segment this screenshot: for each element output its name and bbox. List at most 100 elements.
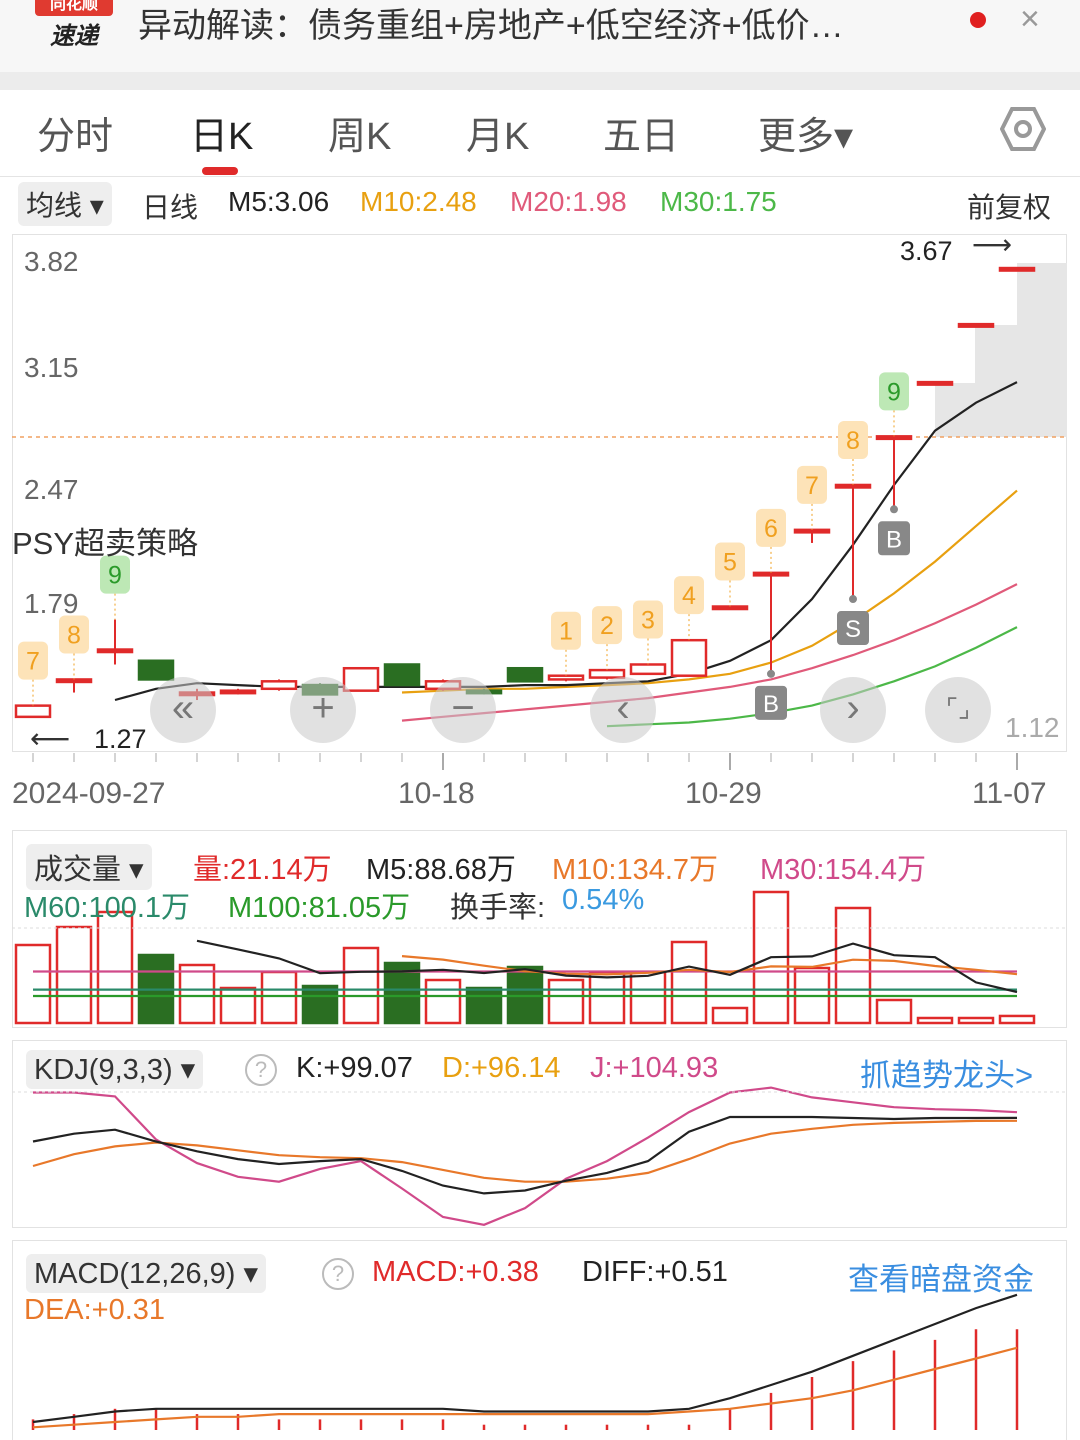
volume-bar xyxy=(96,910,134,1025)
ma5-value: M5:3.06 xyxy=(228,186,330,217)
td-sequence-badge xyxy=(592,606,622,645)
ma30-line xyxy=(606,626,1018,728)
tab-weekly-k[interactable]: 周K xyxy=(328,116,392,158)
buy-signal-badge xyxy=(755,685,787,720)
volume-bar xyxy=(875,998,913,1025)
diff-line xyxy=(32,1293,1018,1424)
dark-pool-link[interactable]: 查看暗盘资金 xyxy=(848,1262,1034,1297)
candle xyxy=(260,680,298,691)
volume-bar xyxy=(629,970,667,1025)
td-sequence-number: 1 xyxy=(559,618,573,646)
kdj-d-line xyxy=(32,1119,1018,1183)
volume-bar xyxy=(711,1006,749,1025)
kdj-j-line xyxy=(33,1086,1018,1226)
volume-bar xyxy=(916,1016,954,1025)
volume-bar xyxy=(424,978,462,1025)
macd-selector[interactable]: MACD(12,26,9) ▾ xyxy=(26,1254,267,1293)
candle xyxy=(957,322,995,328)
scroll-left-button[interactable]: ‹ xyxy=(590,677,656,743)
ma20-line xyxy=(401,583,1018,722)
td-sequence-number: 2 xyxy=(600,612,614,640)
help-icon[interactable]: ? xyxy=(322,1258,354,1290)
vol-m5-line xyxy=(196,939,1018,994)
tab-daily-k[interactable]: 日K xyxy=(190,116,254,158)
volume-bar xyxy=(834,906,872,1025)
volume-bar xyxy=(342,946,380,1025)
td-sequence-number: 6 xyxy=(764,515,778,543)
active-tab-indicator xyxy=(202,167,238,175)
vol-m10: M10:134.7万 xyxy=(552,854,719,886)
scroll-right-button[interactable]: › xyxy=(820,677,886,743)
volume-bar xyxy=(465,986,503,1025)
candle xyxy=(998,266,1036,272)
dea-value: DEA:+0.31 xyxy=(24,1294,166,1326)
settings-icon[interactable] xyxy=(999,106,1047,157)
td-sequence-badge xyxy=(100,555,130,594)
zoom-in-button[interactable]: + xyxy=(290,677,356,743)
signal-dot xyxy=(767,669,775,678)
trend-leader-link[interactable]: 抓趋势龙头> xyxy=(860,1058,1034,1093)
candle xyxy=(55,678,93,684)
tab-fenshi[interactable]: 分时 xyxy=(37,116,114,158)
ma-selector[interactable]: 均线 ▾ xyxy=(18,182,112,226)
period-label: 日线 xyxy=(142,192,199,223)
vol-m5: M5:88.68万 xyxy=(366,854,516,886)
volume-panel[interactable] xyxy=(12,830,1067,1028)
volume-bar xyxy=(998,1014,1036,1025)
signal-dot xyxy=(849,595,857,604)
dea-line xyxy=(32,1346,1018,1429)
volume-bar xyxy=(957,1016,995,1025)
td-sequence-number: 5 xyxy=(723,549,737,577)
td-sequence-badge xyxy=(18,641,48,680)
td-sequence-badge xyxy=(797,465,827,504)
volume-selector[interactable]: 成交量 ▾ xyxy=(26,844,152,890)
volume-value: 量:21.14万 xyxy=(193,854,332,886)
macd-panel[interactable] xyxy=(12,1240,1067,1440)
kdj-k-line xyxy=(32,1115,1018,1195)
y-label: 3.15 xyxy=(24,352,79,383)
strategy-label[interactable]: PSY超卖策略 xyxy=(12,526,199,561)
kdj-selector[interactable]: KDJ(9,3,3) ▾ xyxy=(26,1050,204,1089)
kdj-panel[interactable] xyxy=(12,1040,1067,1228)
td-sequence-badge xyxy=(756,508,786,547)
sell-signal-badge xyxy=(837,611,869,646)
turnover-value: 0.54% xyxy=(562,884,645,916)
price-chart-panel[interactable] xyxy=(12,234,1067,752)
date-label: 11-07 xyxy=(972,777,1047,810)
arrow-left-icon: ⟵ xyxy=(30,723,71,754)
help-icon[interactable]: ? xyxy=(245,1054,277,1086)
kdj-k: K:+99.07 xyxy=(296,1052,413,1084)
ma10-value: M10:2.48 xyxy=(360,186,477,217)
ma20-value: M20:1.98 xyxy=(510,186,627,217)
scroll-to-start-button[interactable]: « xyxy=(150,677,216,743)
volume-bar xyxy=(383,961,421,1025)
tab-more[interactable]: 更多▾ xyxy=(758,116,854,158)
td-sequence-number: 9 xyxy=(887,378,901,406)
td-sequence-badge xyxy=(838,420,868,459)
candle xyxy=(875,435,913,441)
candle xyxy=(342,666,380,692)
app-logo: 同花顺 速递 xyxy=(35,0,113,56)
fullscreen-button[interactable]: ⌜⌟ xyxy=(925,677,991,743)
td-sequence-badge xyxy=(674,576,704,615)
unread-dot-icon xyxy=(970,12,986,28)
tab-monthly-k[interactable]: 月K xyxy=(466,116,530,158)
ma10-line xyxy=(401,489,1018,694)
candle xyxy=(96,648,134,654)
tab-five-day[interactable]: 五日 xyxy=(603,116,680,158)
close-button[interactable]: × xyxy=(1020,0,1040,38)
divider xyxy=(0,176,1080,177)
header-bar xyxy=(0,0,1080,72)
candle xyxy=(629,663,667,676)
y-label: 1.12 xyxy=(1005,712,1060,743)
td-sequence-number: 7 xyxy=(805,472,819,500)
adjust-selector[interactable]: 前复权 xyxy=(967,192,1052,223)
news-title[interactable]: 异动解读：债务重组+房地产+低空经济+低价… xyxy=(138,7,844,45)
ma30-value: M30:1.75 xyxy=(660,186,777,217)
vol-m60: M60:100.1万 xyxy=(24,892,191,924)
td-sequence-number: 8 xyxy=(67,621,81,649)
zoom-out-button[interactable]: − xyxy=(430,677,496,743)
candle xyxy=(834,483,872,489)
candle xyxy=(383,663,421,687)
